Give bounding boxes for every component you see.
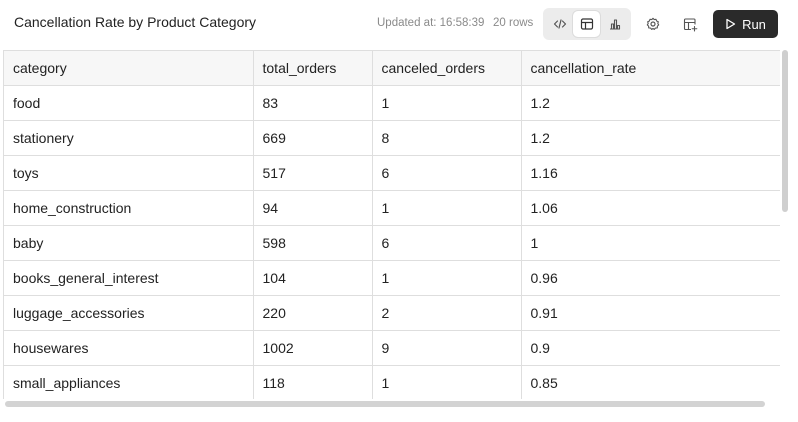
table-cell: 1	[521, 225, 780, 261]
column-header[interactable]: total_orders	[253, 51, 373, 86]
table-cell: 6	[372, 225, 522, 261]
column-header[interactable]: canceled_orders	[372, 51, 522, 86]
view-toggle-group	[543, 8, 631, 40]
table-cell: 0.91	[521, 295, 780, 331]
vertical-scrollbar[interactable]	[782, 50, 788, 212]
table-cell: 517	[253, 155, 373, 191]
table-cell: 0.9	[521, 330, 780, 366]
table-cell: 1.06	[521, 190, 780, 226]
table-row: stationery 669 8 1.2	[4, 120, 780, 156]
table-cell: 1.2	[521, 85, 780, 121]
table-row: luggage_accessories 220 2 0.91	[4, 295, 780, 331]
table-cell: housewares	[4, 330, 254, 366]
table-cell: food	[4, 85, 254, 121]
table-cell: 2	[372, 295, 522, 331]
table-cell: 1	[372, 365, 522, 399]
table-cell: 220	[253, 295, 373, 331]
table-add-icon	[683, 17, 697, 32]
row-count: 20 rows	[493, 17, 534, 29]
table-cell: books_general_interest	[4, 260, 254, 296]
table-cell: 6	[372, 155, 522, 191]
table-cell: 1002	[253, 330, 373, 366]
table-cell: 1	[372, 260, 522, 296]
results-table: category total_orders canceled_orders ca…	[4, 51, 780, 399]
table-cell: luggage_accessories	[4, 295, 254, 331]
table-row: food 83 1 1.2	[4, 85, 780, 121]
bar-chart-icon	[609, 19, 620, 30]
toolbar: Cancellation Rate by Product Category Up…	[0, 0, 798, 47]
table-cell: 1.16	[521, 155, 780, 191]
code-icon	[553, 19, 566, 29]
table-cell: 9	[372, 330, 522, 366]
gear-icon	[646, 17, 660, 30]
table-cell: 1.2	[521, 120, 780, 156]
page-title: Cancellation Rate by Product Category	[14, 14, 257, 30]
run-label: Run	[742, 16, 766, 32]
table-cell: 669	[253, 120, 373, 156]
table-cell: toys	[4, 155, 254, 191]
table-cell: baby	[4, 225, 254, 261]
settings-button[interactable]	[641, 12, 665, 36]
table-cell: 8	[372, 120, 522, 156]
table-row: baby 598 6 1	[4, 225, 780, 261]
table-cell: small_appliances	[4, 365, 254, 399]
table-cell: 104	[253, 260, 373, 296]
table-row: housewares 1002 9 0.9	[4, 330, 780, 366]
table-cell: 94	[253, 190, 373, 226]
table-cell: 1	[372, 85, 522, 121]
play-icon	[726, 18, 736, 30]
table-cell: 0.85	[521, 365, 780, 399]
code-view-button[interactable]	[546, 11, 573, 37]
table-view-button[interactable]	[573, 11, 600, 37]
table-cell: 83	[253, 85, 373, 121]
updated-timestamp: Updated at: 16:58:39	[377, 17, 485, 29]
table-row: books_general_interest 104 1 0.96	[4, 260, 780, 296]
table-cell: 118	[253, 365, 373, 399]
column-header[interactable]: category	[4, 51, 254, 86]
table-row: home_construction 94 1 1.06	[4, 190, 780, 226]
table-row: toys 517 6 1.16	[4, 155, 780, 191]
table-header-row: category total_orders canceled_orders ca…	[4, 51, 780, 86]
table-cell: 598	[253, 225, 373, 261]
table-cell: stationery	[4, 120, 254, 156]
table-row: small_appliances 118 1 0.85	[4, 365, 780, 399]
horizontal-scrollbar[interactable]	[5, 401, 765, 407]
table-cell: 0.96	[521, 260, 780, 296]
column-header[interactable]: cancellation_rate	[521, 51, 780, 86]
table-cell: home_construction	[4, 190, 254, 226]
run-button[interactable]: Run	[713, 10, 778, 38]
results-table-container: category total_orders canceled_orders ca…	[3, 50, 780, 399]
chart-view-button[interactable]	[601, 11, 628, 37]
table-icon	[580, 18, 593, 30]
add-table-button[interactable]	[678, 12, 702, 36]
table-cell: 1	[372, 190, 522, 226]
